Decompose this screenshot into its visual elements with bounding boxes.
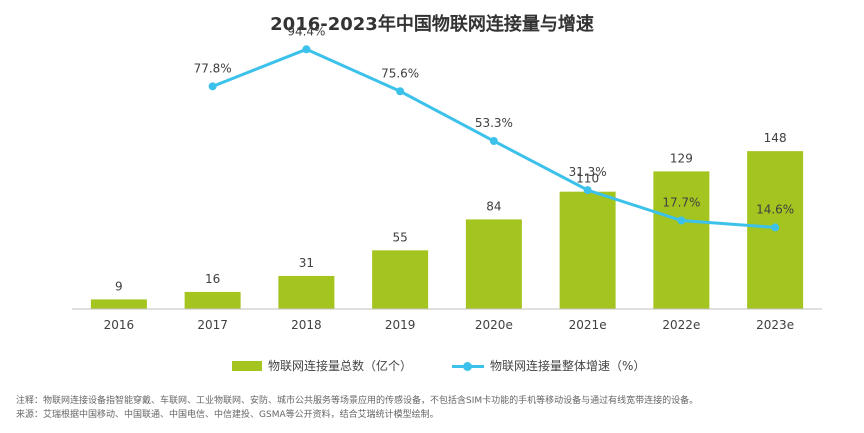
bar-2016 xyxy=(90,299,147,309)
growth-point-2019 xyxy=(396,87,405,96)
growth-point-2020e xyxy=(489,137,498,146)
bar-value-label: 9 xyxy=(115,279,123,293)
x-tick-label: 2021e xyxy=(569,318,607,332)
bar-value-label: 31 xyxy=(299,256,314,270)
bar-value-label: 110 xyxy=(576,172,599,186)
growth-point-2023e xyxy=(771,223,780,232)
growth-value-label: 77.8% xyxy=(194,61,232,75)
source-text: 来源：艾瑞根据中国移动、中国联通、中国电信、中信建投、GSMA等公开资料，结合艾… xyxy=(16,410,439,420)
growth-value-label: 53.3% xyxy=(475,116,513,130)
x-tick-label: 2016 xyxy=(104,318,135,332)
legend-item-bar: 物联网连接量总数（亿个） xyxy=(232,357,412,374)
bar-value-label: 129 xyxy=(670,151,693,165)
note-text: 注释：物联网连接设备指智能穿戴、车联网、工业物联网、安防、城市公共服务等场景应用… xyxy=(16,396,699,406)
growth-point-2022e xyxy=(677,216,686,225)
x-tick-label: 2022e xyxy=(662,318,700,332)
growth-points xyxy=(208,45,780,232)
growth-value-label: 31.3% xyxy=(569,165,607,179)
x-tick-label: 2019 xyxy=(385,318,416,332)
x-tick-label: 2020e xyxy=(475,318,513,332)
chart-title: 2016-2023年中国物联网连接量与增速 xyxy=(270,14,594,35)
x-tick-label: 2018 xyxy=(291,318,322,332)
bar-2020e xyxy=(465,219,522,309)
growth-point-2017 xyxy=(208,82,217,91)
growth-value-label: 14.6% xyxy=(756,202,794,216)
bar-2017 xyxy=(184,291,241,309)
bars-layer xyxy=(90,151,804,309)
bar-value-label: 148 xyxy=(764,131,787,145)
legend-label-line: 物联网连接量整体增速（%） xyxy=(490,359,646,373)
growth-value-label: 94.4% xyxy=(287,24,325,38)
growth-value-label: 75.6% xyxy=(381,66,419,80)
legend-swatch-line xyxy=(452,361,484,371)
legend: 物联网连接量总数（亿个） 物联网连接量整体增速（%） xyxy=(0,357,864,375)
bar-2018 xyxy=(278,275,335,309)
bar-value-label: 55 xyxy=(392,230,407,244)
x-tick-label: 2017 xyxy=(197,318,228,332)
x-tick-label: 2023e xyxy=(756,318,794,332)
bar-2019 xyxy=(372,250,429,309)
growth-value-label: 17.7% xyxy=(662,195,700,209)
bar-labels-layer: 9 16 31 55 84 110 129 148 xyxy=(115,131,787,293)
bar-value-label: 16 xyxy=(205,272,220,286)
x-tick-labels: 2016 2017 2018 2019 2020e 2021e 2022e 2023e xyxy=(104,318,794,332)
legend-item-line: 物联网连接量整体增速（%） xyxy=(452,357,645,374)
legend-swatch-bar xyxy=(232,360,262,371)
bar-value-label: 84 xyxy=(486,199,501,213)
bar-2022e xyxy=(653,171,710,309)
chart-plot: 9 16 31 55 84 110 129 148 2016 2017 2018 2019 2020e… xyxy=(72,24,822,332)
footnotes: 注释：物联网连接设备指智能穿戴、车联网、工业物联网、安防、城市公共服务等场景应用… xyxy=(16,394,856,422)
legend-label-bar: 物联网连接量总数（亿个） xyxy=(268,359,413,373)
growth-point-2018 xyxy=(302,45,311,54)
growth-labels: 77.8% 94.4% 75.6% 53.3% 31.3% 17.7% 14.6% xyxy=(194,24,795,216)
bar-2021e xyxy=(559,191,616,309)
growth-point-2021e xyxy=(583,186,592,195)
